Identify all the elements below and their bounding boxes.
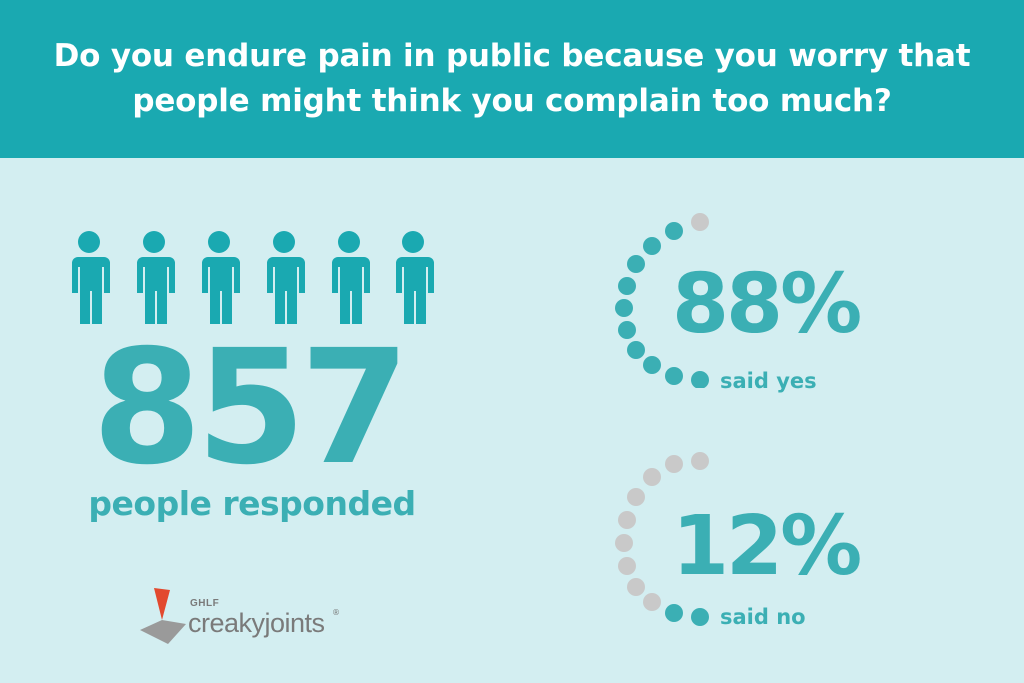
person-icon (396, 231, 434, 324)
no-dot-gauge (615, 452, 709, 626)
yes-dot-gauge (615, 213, 709, 388)
no-percent: 12% (672, 499, 862, 594)
header-banner: Do you endure pain in public because you… (0, 0, 1024, 158)
no-label: said no (720, 605, 806, 629)
people-icons-row (66, 230, 438, 330)
question-title: Do you endure pain in public because you… (53, 38, 971, 119)
yes-percent: 88% (672, 257, 862, 352)
person-icon (267, 231, 305, 324)
logo-registered-mark: ® (332, 608, 340, 617)
creakyjoints-logo: GHLF creakyjoints ® (140, 586, 350, 652)
person-icon (202, 231, 240, 324)
yes-label: said yes (720, 369, 817, 393)
logo-org: GHLF (190, 598, 220, 609)
respondent-label: people responded (88, 484, 416, 523)
logo-mark-icon (140, 588, 186, 644)
person-icon (72, 231, 110, 324)
person-icon (332, 231, 370, 324)
person-icon (137, 231, 175, 324)
logo-brand: creakyjoints (188, 608, 325, 638)
respondent-count: 857 (92, 316, 410, 500)
